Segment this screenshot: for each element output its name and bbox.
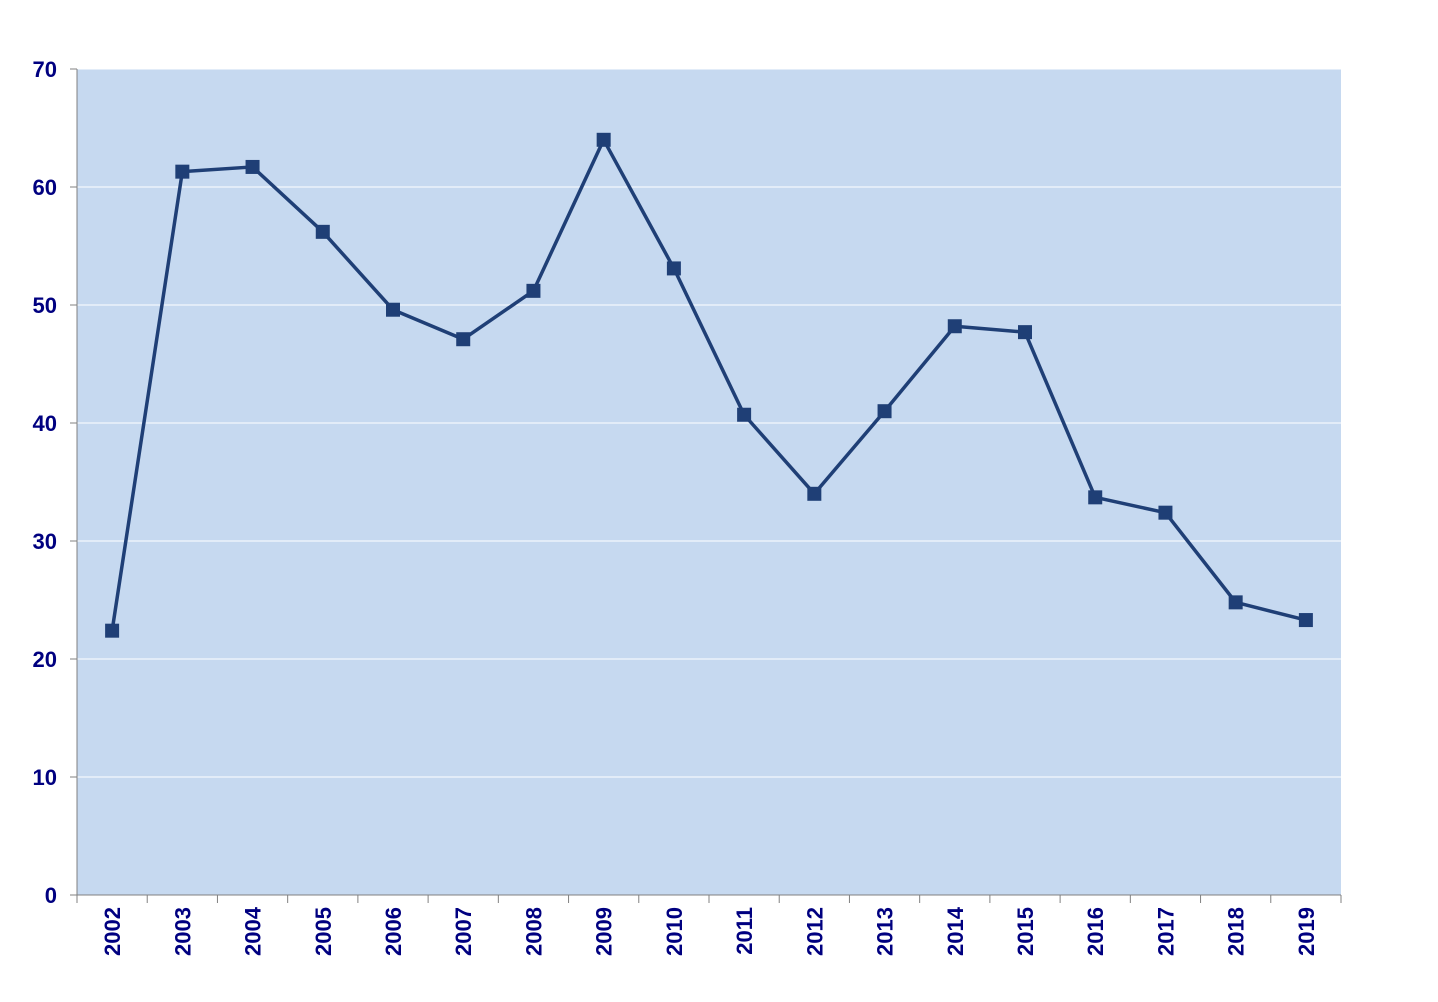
x-tick-label: 2006 xyxy=(381,907,406,956)
x-tick-label: 2017 xyxy=(1153,907,1178,956)
gridlines xyxy=(77,68,1341,778)
y-tick-label: 30 xyxy=(33,529,57,554)
x-tick-label: 2004 xyxy=(241,906,266,956)
plot-area xyxy=(77,69,1341,895)
y-tick-label: 10 xyxy=(33,765,57,790)
x-tick-label: 2008 xyxy=(521,907,546,956)
x-tick-label: 2016 xyxy=(1083,907,1108,956)
x-tick-label: 2011 xyxy=(732,907,757,955)
x-tick-label: 2009 xyxy=(592,907,617,956)
x-tick-label: 2002 xyxy=(100,907,125,956)
data-point-marker xyxy=(1088,490,1103,505)
x-tick-label: 2007 xyxy=(451,907,476,956)
x-tick-label: 2005 xyxy=(311,907,336,956)
data-point-marker xyxy=(526,283,541,298)
x-tick-label: 2010 xyxy=(662,907,687,956)
data-point-marker xyxy=(315,224,330,239)
x-tick-label: 2012 xyxy=(802,907,827,956)
data-point-marker xyxy=(1158,505,1173,520)
y-tick-label: 40 xyxy=(33,411,57,436)
x-tick-label: 2003 xyxy=(170,907,195,956)
x-axis-tick-labels: 2002 2003 2004 2005 2006 2007 2008 2009 2010 2011… xyxy=(100,906,1319,956)
y-tick-label: 50 xyxy=(33,293,57,318)
data-point-marker xyxy=(105,623,120,638)
y-tick-label: 20 xyxy=(33,647,57,672)
data-point-marker xyxy=(1298,613,1313,628)
y-axis-tick-labels: 0 10 20 30 40 50 60 70 xyxy=(33,57,57,908)
data-point-marker xyxy=(947,319,962,334)
y-tick-label: 70 xyxy=(33,57,57,82)
data-point-marker xyxy=(1228,595,1243,610)
data-point-marker xyxy=(666,261,681,276)
x-tick-label: 2019 xyxy=(1294,907,1319,956)
series-line xyxy=(110,138,1307,631)
data-point-marker xyxy=(386,302,400,317)
data-point-marker xyxy=(737,407,752,422)
y-tick-label: 60 xyxy=(33,175,57,200)
data-point-marker xyxy=(245,159,260,174)
data-series xyxy=(105,132,1313,638)
data-point-marker xyxy=(596,132,611,147)
y-tick-label: 0 xyxy=(45,883,57,908)
data-point-marker xyxy=(1018,325,1032,340)
x-tick-label: 2014 xyxy=(943,906,968,956)
x-tick-label: 2013 xyxy=(873,907,898,956)
data-point-marker xyxy=(175,164,190,179)
x-tick-label: 2018 xyxy=(1224,907,1249,956)
axes xyxy=(70,68,1342,903)
x-tick-label: 2015 xyxy=(1013,907,1038,956)
data-point-marker xyxy=(456,332,471,347)
data-point-marker xyxy=(877,404,892,419)
data-point-marker xyxy=(807,486,822,501)
